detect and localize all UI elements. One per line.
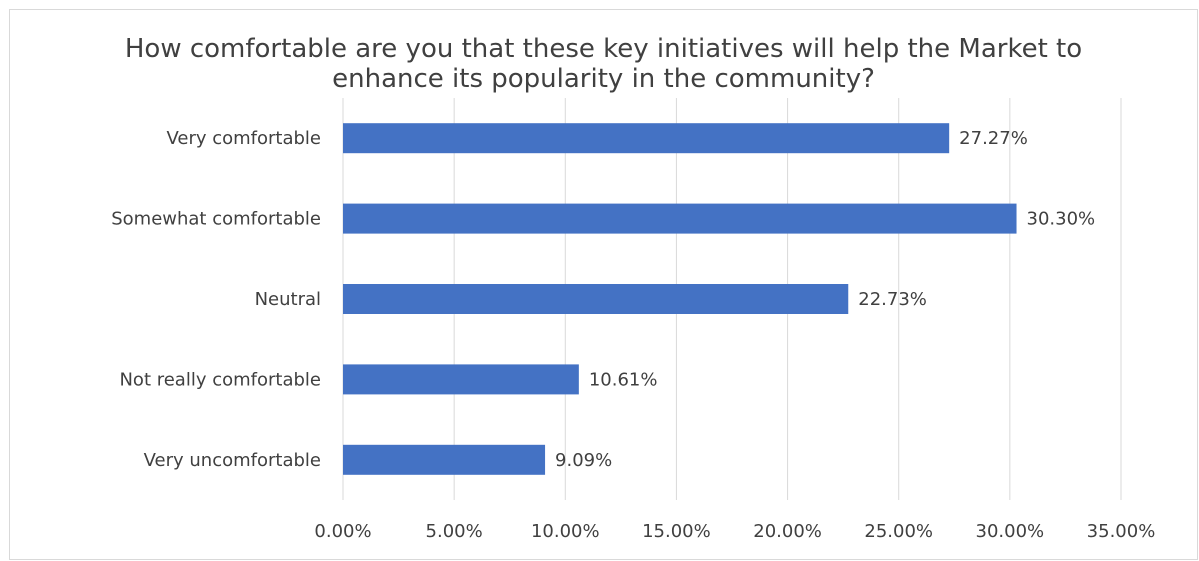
category-label: Very uncomfortable (144, 450, 321, 471)
data-label: 10.61% (589, 369, 658, 390)
x-tick-label: 35.00% (1087, 521, 1156, 542)
chart-title: How comfortable are you that these key i… (9, 34, 1198, 94)
x-tick-label: 0.00% (314, 521, 371, 542)
category-label: Not really comfortable (119, 369, 321, 390)
x-tick-label: 30.00% (976, 521, 1045, 542)
chart-title-line-2: enhance its popularity in the community? (332, 64, 875, 94)
x-tick-label: 25.00% (864, 521, 933, 542)
chart-title-line-1: How comfortable are you that these key i… (124, 34, 1083, 64)
category-label: Somewhat comfortable (111, 209, 321, 230)
data-label: 30.30% (1027, 209, 1096, 230)
data-label: 9.09% (555, 450, 612, 471)
x-tick-label: 20.00% (753, 521, 822, 542)
x-tick-label: 10.00% (531, 521, 600, 542)
bar (343, 364, 579, 395)
x-tick-label: 15.00% (642, 521, 711, 542)
data-label: 27.27% (959, 128, 1028, 149)
category-label: Neutral (255, 289, 321, 310)
bar (343, 284, 849, 314)
bar (343, 123, 950, 154)
bar (343, 444, 546, 475)
data-label: 22.73% (858, 289, 927, 310)
x-tick-label: 5.00% (426, 521, 483, 542)
category-label: Very comfortable (166, 128, 321, 149)
bar (343, 203, 1017, 234)
